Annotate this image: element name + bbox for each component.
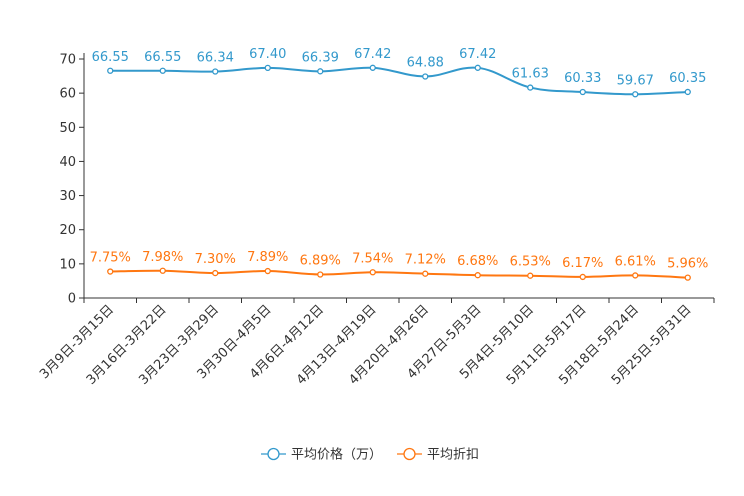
data-point (159, 267, 166, 274)
data-point (212, 68, 219, 75)
data-label: 7.12% (405, 253, 446, 268)
data-point (684, 88, 691, 96)
data-point (159, 67, 166, 74)
data-label: 67.42 (354, 47, 391, 62)
data-label: 67.40 (249, 47, 286, 62)
data-label: 60.35 (669, 71, 706, 86)
data-label: 7.75% (90, 251, 131, 266)
data-label: 66.34 (197, 50, 234, 65)
data-point (317, 271, 324, 278)
data-point (107, 67, 114, 74)
data-label: 6.17% (562, 256, 603, 271)
data-point (264, 64, 271, 72)
data-label: 59.67 (617, 73, 654, 88)
data-point (317, 68, 324, 75)
y-tick-label: 70 (59, 53, 76, 68)
data-label: 7.54% (352, 251, 393, 266)
data-label: 66.55 (92, 50, 129, 65)
y-tick-label: 30 (59, 189, 76, 204)
data-point (527, 84, 534, 91)
data-point (264, 267, 271, 275)
y-tick-label: 0 (68, 292, 76, 307)
data-point (527, 272, 534, 279)
data-point (579, 88, 586, 96)
series-line-avg-discount (110, 269, 688, 279)
data-label: 66.55 (144, 50, 181, 65)
data-label: 61.63 (512, 67, 549, 82)
data-point (474, 272, 481, 279)
y-tick-label: 10 (59, 257, 76, 272)
data-point (369, 64, 376, 71)
data-label: 5.96% (667, 257, 708, 272)
data-label: 66.39 (302, 50, 339, 65)
data-label: 67.42 (459, 47, 496, 62)
legend-marker[interactable] (267, 447, 280, 461)
y-tick-label: 20 (59, 223, 76, 238)
data-label: 6.61% (615, 254, 656, 269)
data-label: 60.33 (564, 71, 601, 86)
data-point (579, 273, 586, 281)
data-label: 7.98% (142, 250, 183, 265)
y-tick-label: 40 (59, 155, 76, 170)
y-tick-label: 50 (59, 121, 76, 136)
legend-label[interactable]: 平均折扣 (427, 448, 479, 463)
data-label: 64.88 (407, 55, 444, 70)
data-point (422, 270, 429, 277)
data-point (107, 268, 114, 275)
data-point (369, 269, 376, 276)
data-label: 7.30% (195, 252, 236, 267)
data-point (632, 91, 639, 98)
legend-marker[interactable] (403, 447, 416, 461)
data-label: 6.53% (510, 255, 551, 270)
data-point (684, 274, 691, 281)
data-point (632, 272, 639, 279)
data-point (422, 73, 429, 80)
data-label: 6.68% (457, 254, 498, 269)
legend-label[interactable]: 平均价格（万） (291, 447, 382, 463)
y-tick-label: 60 (59, 87, 76, 102)
data-label: 7.89% (247, 250, 288, 265)
data-label: 6.89% (300, 253, 341, 268)
series-line-avg-price (110, 66, 688, 96)
data-point (474, 64, 481, 71)
data-point (212, 269, 219, 277)
